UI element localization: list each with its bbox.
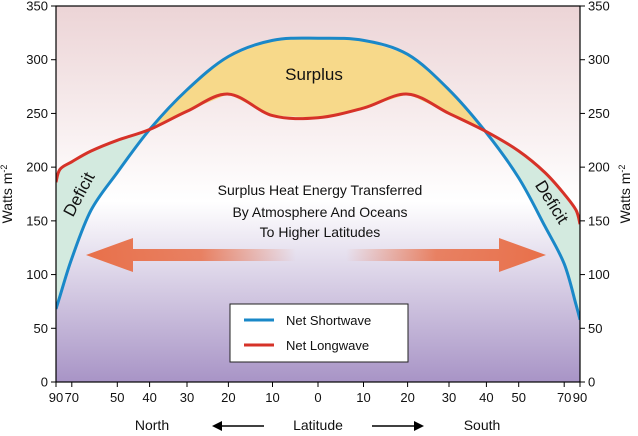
- series-line-net-longwave: [56, 92, 580, 225]
- y-tick-label-left-0: 0: [41, 375, 48, 390]
- y-tick-label-left-50: 50: [34, 321, 48, 336]
- x-tick-label-6: 10: [265, 390, 279, 405]
- x-tick-label-2: 50: [110, 390, 124, 405]
- legend-label-net-longwave: Net Longwave: [286, 338, 369, 353]
- y-tick-label-left-350: 350: [26, 0, 48, 14]
- arrow-left-icon: [212, 421, 264, 431]
- y-tick-label-left-200: 200: [26, 160, 48, 175]
- x-tick-label-3: 40: [142, 390, 156, 405]
- y-tick-label-right-100: 100: [588, 267, 610, 282]
- arrow-right-icon: [372, 421, 424, 431]
- direction-label-north: North: [135, 417, 169, 433]
- x-tick-label-9: 20: [400, 390, 414, 405]
- legend: Net Shortwave Net Longwave: [229, 303, 409, 363]
- legend-label-net-shortwave: Net Shortwave: [286, 313, 371, 328]
- x-tick-label-4: 30: [180, 390, 194, 405]
- x-axis-title: Latitude: [293, 417, 343, 433]
- legend-box: [229, 303, 409, 363]
- deficit-area-left: [56, 129, 150, 309]
- x-axis: 90 70 50 40 30 20 10 0 10 20 30 40 50 70 90: [49, 382, 587, 405]
- x-tick-label-1: 70: [65, 390, 79, 405]
- y-tick-label-left-300: 300: [26, 52, 48, 67]
- y-axis-title-right: Watts m-2: [617, 165, 633, 224]
- y-tick-label-left-250: 250: [26, 106, 48, 121]
- y-axis-right: 0 50 100 150 200 250 300 350: [580, 0, 610, 390]
- x-tick-label-5: 20: [221, 390, 235, 405]
- y-axis-left: 0 50 100 150 200 250 300 350: [26, 0, 56, 390]
- y-tick-label-right-200: 200: [588, 160, 610, 175]
- transfer-note-line1: Surplus Heat Energy Transferred: [218, 182, 423, 198]
- x-tick-label-7: 0: [314, 390, 321, 405]
- transfer-note-line3: To Higher Latitudes: [260, 224, 381, 240]
- series-line-net-shortwave: [56, 36, 580, 321]
- surplus-label: Surplus: [285, 65, 343, 84]
- y-tick-label-right-50: 50: [588, 321, 602, 336]
- y-tick-label-right-350: 350: [588, 0, 610, 14]
- surplus-area: [149, 38, 485, 131]
- x-tick-label-14: 90: [573, 390, 587, 405]
- x-tick-label-11: 40: [479, 390, 493, 405]
- y-tick-label-left-150: 150: [26, 213, 48, 228]
- y-tick-label-right-0: 0: [588, 375, 595, 390]
- x-tick-label-0: 90: [49, 390, 63, 405]
- y-tick-label-left-100: 100: [26, 267, 48, 282]
- y-tick-label-right-150: 150: [588, 213, 610, 228]
- y-tick-label-right-300: 300: [588, 52, 610, 67]
- x-tick-label-8: 10: [356, 390, 370, 405]
- x-tick-label-10: 30: [442, 390, 456, 405]
- transfer-arrow-right: [346, 238, 546, 272]
- transfer-arrow-left: [86, 238, 296, 272]
- y-axis-title-left: Watts m-2: [0, 165, 15, 224]
- y-tick-label-right-250: 250: [588, 106, 610, 121]
- x-tick-label-12: 50: [511, 390, 525, 405]
- deficit-area-right: [485, 131, 580, 320]
- direction-label-south: South: [464, 417, 501, 433]
- transfer-note-line2: By Atmosphere And Oceans: [232, 204, 407, 220]
- x-tick-label-13: 70: [557, 390, 571, 405]
